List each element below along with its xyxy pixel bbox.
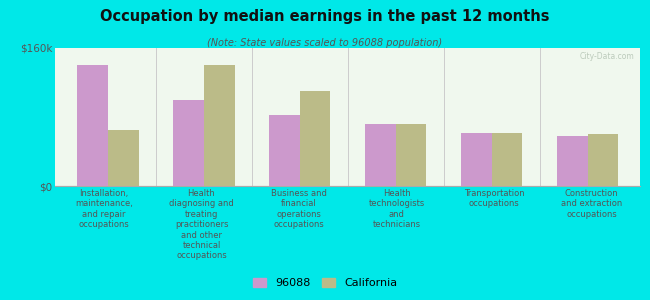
Bar: [557, 136, 588, 186]
Text: (Note: State values scaled to 96088 population): (Note: State values scaled to 96088 popu…: [207, 38, 443, 47]
Bar: [588, 134, 618, 186]
Bar: [269, 115, 300, 186]
Text: Installation,
maintenance,
and repair
occupations: Installation, maintenance, and repair oc…: [75, 189, 133, 229]
Text: Health
technologists
and
technicians: Health technologists and technicians: [369, 189, 424, 229]
Bar: [365, 124, 396, 186]
Bar: [396, 124, 426, 186]
Legend: 96088, California: 96088, California: [250, 274, 400, 291]
Bar: [491, 133, 523, 186]
Text: Business and
financial
operations
occupations: Business and financial operations occupa…: [271, 189, 327, 229]
Bar: [461, 133, 491, 186]
Text: Transportation
occupations: Transportation occupations: [463, 189, 525, 208]
Bar: [77, 65, 108, 186]
Bar: [173, 100, 204, 186]
Bar: [300, 91, 330, 186]
Bar: [108, 130, 138, 186]
Bar: [204, 65, 235, 186]
Text: Construction
and extraction
occupations: Construction and extraction occupations: [561, 189, 622, 219]
Text: City-Data.com: City-Data.com: [580, 52, 634, 61]
Text: Health
diagnosing and
treating
practitioners
and other
technical
occupations: Health diagnosing and treating practitio…: [169, 189, 234, 260]
Text: Occupation by median earnings in the past 12 months: Occupation by median earnings in the pas…: [100, 9, 550, 24]
